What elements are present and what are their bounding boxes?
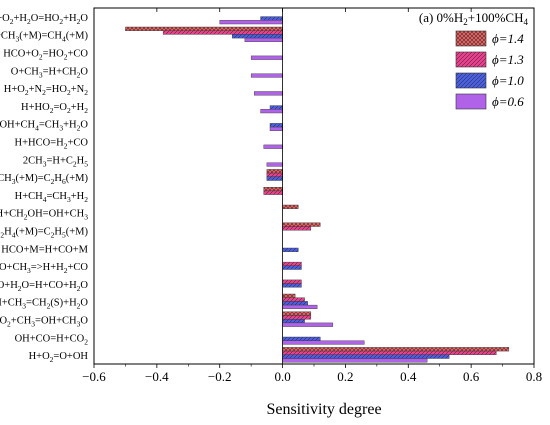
reaction-label: 2CH3=H+C2H5 [23, 155, 88, 168]
bar [260, 109, 283, 114]
bar [263, 144, 283, 149]
reaction-label: H+HCO=H2+CO [15, 138, 89, 151]
bar [282, 293, 296, 298]
reaction-label: OH+CO=H+CO2 [15, 333, 89, 346]
bar [282, 350, 497, 356]
bar [125, 26, 283, 31]
x-tick-label: 0.6 [463, 369, 480, 384]
legend-swatch [455, 93, 487, 110]
x-axis: −0.6 −0.4 −0.2 0.0 0.2 0.4 0.6 0.8 [82, 8, 542, 384]
bar [282, 226, 312, 231]
legend: (a) 0%H2+100%CH4 ϕ=1.4 ϕ=1.3 ϕ=1.0 ϕ=0.6 [419, 10, 529, 110]
x-tick-label: −0.6 [82, 369, 106, 384]
reaction-label: HCO+M=H+CO+M [1, 244, 88, 255]
bar [282, 340, 365, 345]
reaction-label: H+O2+H2O=HO2+H2O [0, 13, 88, 26]
bar [282, 247, 299, 252]
bar [282, 315, 312, 320]
bar [282, 336, 321, 341]
reaction-label: H+CH4=CH3+H2 [15, 191, 89, 204]
bar [282, 358, 428, 363]
bar [263, 186, 283, 192]
x-tick-label: −0.4 [145, 369, 169, 384]
x-tick-label: 0.0 [274, 369, 290, 384]
bar [269, 123, 283, 128]
legend-label: ϕ=1.3 [492, 52, 524, 67]
x-tick-label: 0.8 [526, 369, 542, 384]
bar [266, 172, 283, 178]
reaction-label: H+O2+N2=HO2+N2 [4, 84, 88, 97]
reaction-label: HCO+H2O=H+CO+H2O [0, 280, 88, 293]
bar [219, 20, 283, 25]
bar [250, 73, 283, 78]
bar [266, 176, 283, 181]
bar [232, 34, 283, 39]
legend-label: ϕ=0.6 [492, 94, 524, 109]
reaction-label: H+O2=O+OH [29, 351, 89, 364]
reaction-label: H+CH2OH=OH+CH3 [0, 209, 88, 222]
bar [282, 319, 305, 324]
legend-label: ϕ=1.0 [492, 73, 524, 88]
legend-swatch [455, 51, 487, 68]
reaction-label: H+HO2=O2+H2 [21, 102, 88, 115]
bar [266, 162, 283, 167]
reaction-labels: H+O2+H2O=HO2+H2O H+CH3(+M)=CH4(+M) HCO+O2=… [0, 13, 89, 364]
reaction-label: H+C2H4(+M)=C2H5(+M) [0, 227, 88, 240]
bar [269, 126, 283, 131]
reaction-label: O+CH3=H+CH2O [11, 66, 89, 79]
bar [250, 55, 283, 60]
bar [162, 30, 283, 35]
bar [269, 105, 283, 110]
bar [282, 222, 321, 227]
legend-swatch [455, 30, 487, 47]
bar [263, 190, 283, 195]
bar [282, 261, 302, 267]
bar [282, 304, 318, 310]
bar [244, 37, 283, 42]
x-tick-label: −0.2 [208, 369, 232, 384]
legend-swatch [455, 72, 487, 89]
bar [282, 322, 334, 327]
bar [282, 297, 305, 302]
x-axis-label: Sensitivity degree [266, 401, 381, 418]
legend-title: (a) 0%H2+100%CH4 [419, 10, 529, 27]
bar [282, 354, 450, 359]
reaction-label: OH+CH4=CH3+H2O [0, 120, 88, 133]
bar [282, 347, 510, 352]
bar [254, 91, 283, 96]
reaction-label: H+CH3(+M)=CH4(+M) [0, 31, 88, 44]
reaction-label: OH+CH3=CH2(S)+H2O [0, 298, 88, 311]
bar [282, 301, 308, 306]
bar [260, 16, 283, 21]
reaction-label: HO2+CH3=OH+CH3O [0, 316, 88, 329]
reaction-label: O+CH3=>H+H2+CO [0, 262, 88, 275]
bar [282, 311, 312, 316]
x-tick-label: 0.2 [337, 369, 353, 384]
bar [282, 279, 302, 284]
x-tick-label: 0.4 [400, 369, 417, 384]
bar [266, 169, 283, 174]
bar [282, 283, 302, 288]
reaction-label: HCO+O2=HO2+CO [3, 49, 88, 62]
legend-label: ϕ=1.4 [492, 31, 524, 46]
bar [282, 265, 302, 270]
bars-layer [125, 16, 510, 363]
reaction-label: 2CH3(+M)=C2H6(+M) [0, 173, 88, 186]
bar [282, 204, 299, 209]
